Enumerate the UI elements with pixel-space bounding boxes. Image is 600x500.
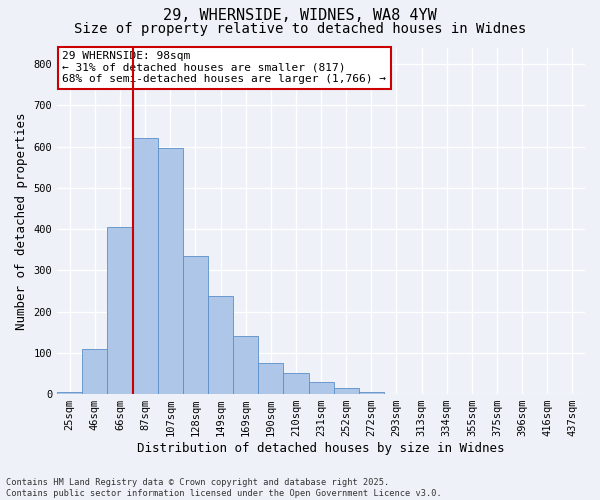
Bar: [208, 296, 233, 394]
Y-axis label: Number of detached properties: Number of detached properties: [15, 112, 28, 330]
Bar: [107, 227, 133, 394]
Text: Size of property relative to detached houses in Widnes: Size of property relative to detached ho…: [74, 22, 526, 36]
X-axis label: Distribution of detached houses by size in Widnes: Distribution of detached houses by size …: [137, 442, 505, 455]
Text: 29, WHERNSIDE, WIDNES, WA8 4YW: 29, WHERNSIDE, WIDNES, WA8 4YW: [163, 8, 437, 22]
Bar: [183, 256, 208, 394]
Bar: [359, 392, 384, 394]
Bar: [308, 382, 334, 394]
Bar: [283, 374, 308, 394]
Bar: [334, 388, 359, 394]
Bar: [133, 138, 158, 394]
Bar: [158, 148, 183, 394]
Bar: [233, 336, 258, 394]
Bar: [82, 348, 107, 394]
Text: 29 WHERNSIDE: 98sqm
← 31% of detached houses are smaller (817)
68% of semi-detac: 29 WHERNSIDE: 98sqm ← 31% of detached ho…: [62, 51, 386, 84]
Bar: [258, 363, 283, 394]
Text: Contains HM Land Registry data © Crown copyright and database right 2025.
Contai: Contains HM Land Registry data © Crown c…: [6, 478, 442, 498]
Bar: [57, 392, 82, 394]
